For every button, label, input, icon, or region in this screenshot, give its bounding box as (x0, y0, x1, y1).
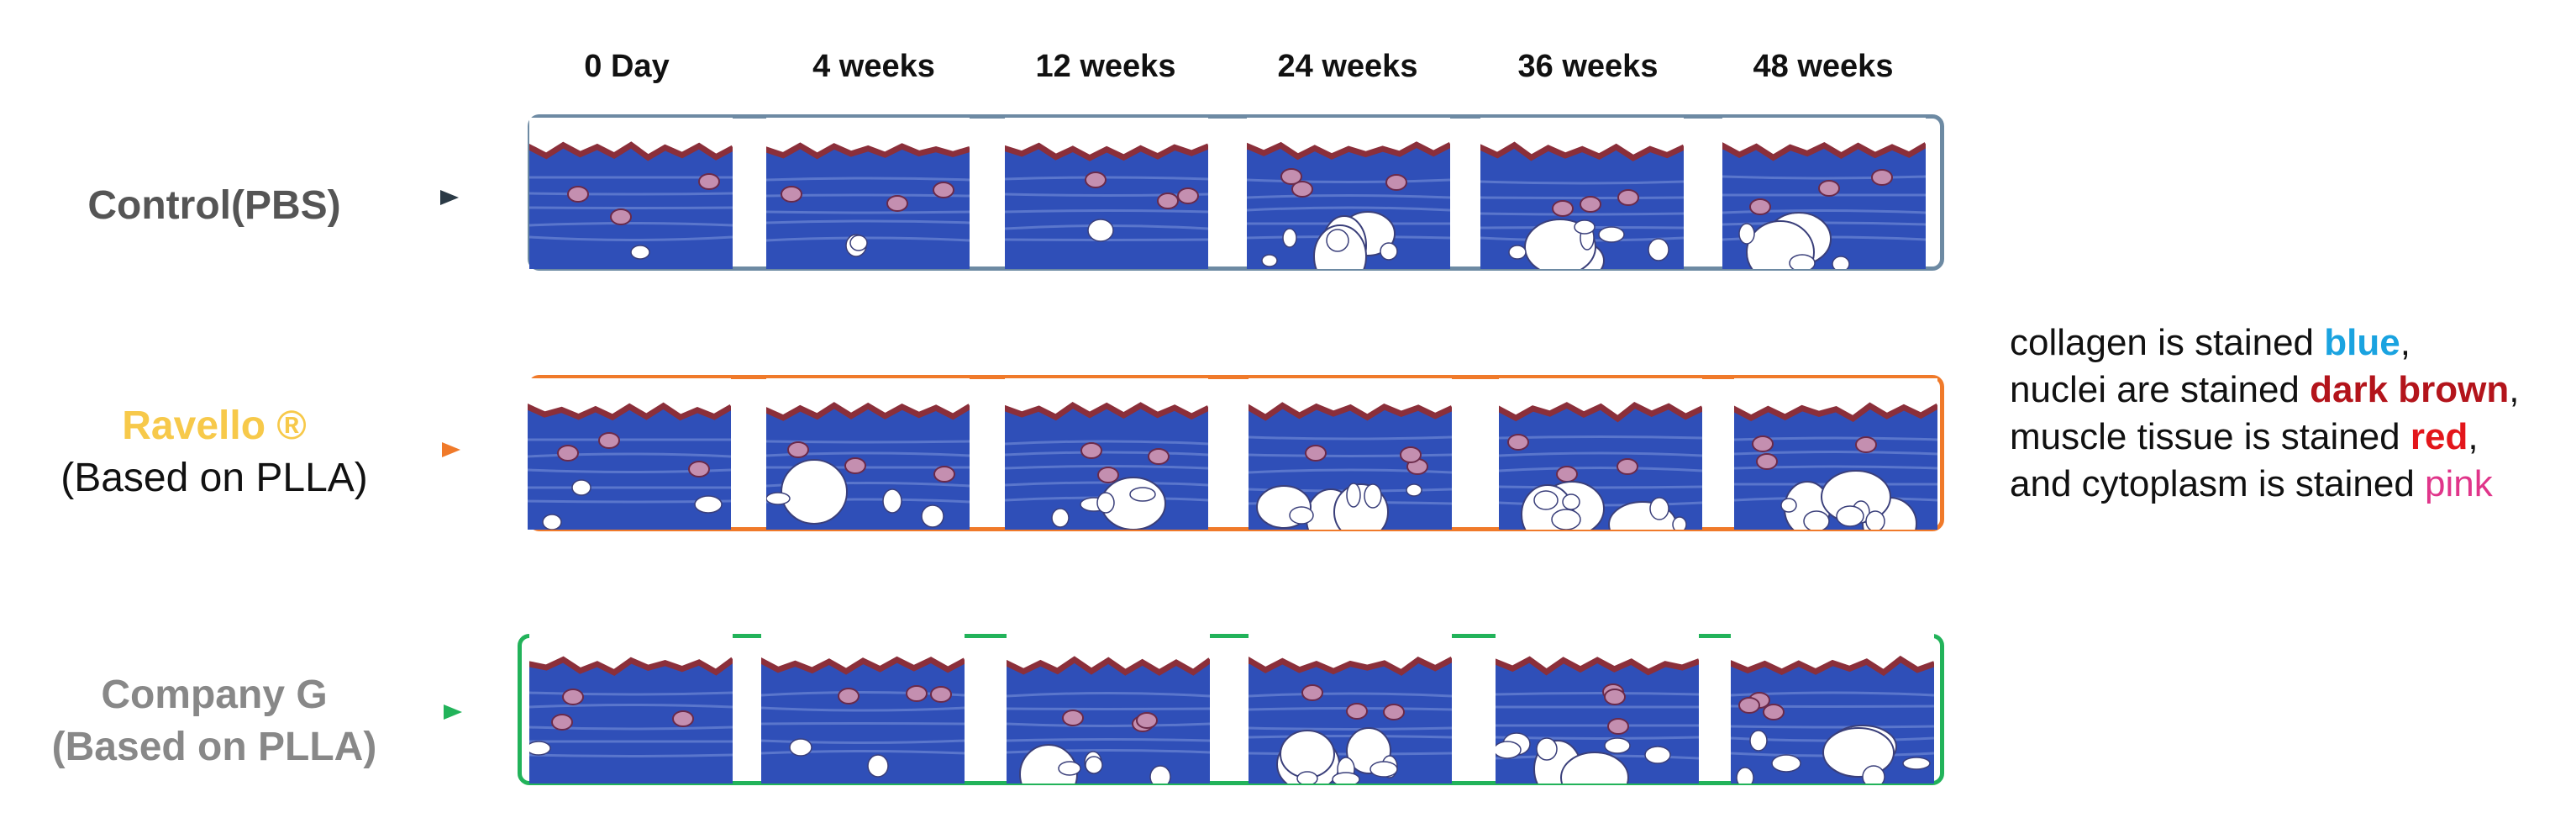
row-label-ravello: Ravello ® (Based on PLLA) (0, 400, 428, 504)
row-pointer-ravello (442, 442, 460, 457)
column-header-24-weeks: 24 weeks (1277, 49, 1418, 84)
row-frame-company-g (518, 634, 1944, 785)
legend-text: , (2400, 322, 2410, 363)
histology-tile (766, 378, 970, 530)
histology-tile (1247, 118, 1450, 269)
histology-tile (1249, 632, 1452, 784)
legend-highlight-pink: pink (2425, 463, 2493, 504)
column-header-12-weeks: 12 weeks (1035, 49, 1176, 84)
histology-tile (1731, 632, 1934, 784)
legend-text: and cytoplasm is stained (2010, 463, 2426, 504)
legend-highlight-blue: blue (2324, 322, 2400, 363)
legend-text: , (2468, 416, 2479, 457)
row-label-control: Control(PBS) (0, 180, 428, 232)
row-label-control-name: Control(PBS) (87, 183, 341, 228)
histology-tile (1734, 378, 1937, 530)
legend-text: nuclei are stained (2010, 369, 2311, 410)
row-frame-ravello (528, 375, 1944, 531)
histology-tile (1496, 632, 1699, 784)
legend-text: , (2509, 369, 2520, 410)
row-label-ravello-name: Ravello ® (122, 404, 307, 448)
histology-tile (1005, 378, 1208, 530)
legend-text: muscle tissue is stained (2010, 416, 2410, 457)
legend-highlight-dark-brown: dark brown (2310, 369, 2510, 410)
histology-tile (761, 632, 965, 784)
histology-tile (528, 378, 731, 530)
row-pointer-control (440, 190, 459, 205)
column-header-0-day: 0 Day (584, 49, 670, 84)
legend-highlight-red: red (2410, 416, 2468, 457)
legend-text: collagen is stained (2010, 322, 2325, 363)
row-label-company-g-name: Company G (101, 673, 328, 717)
histology-tile (1480, 118, 1684, 269)
legend-line-muscle: muscle tissue is stained red, (2010, 414, 2520, 461)
column-header-48-weeks: 48 weeks (1753, 49, 1894, 84)
legend-line-nuclei: nuclei are stained dark brown, (2010, 367, 2520, 414)
row-label-company-g: Company G (Based on PLLA) (0, 669, 428, 773)
stain-legend: collagen is stained blue, nuclei are sta… (2010, 319, 2520, 508)
histology-tile (1005, 118, 1208, 269)
row-pointer-company-g (444, 704, 462, 720)
histology-tile (1007, 632, 1210, 784)
histology-tile (529, 632, 733, 784)
row-label-ravello-sub: (Based on PLLA) (60, 456, 368, 500)
histology-tile (766, 118, 970, 269)
legend-line-collagen: collagen is stained blue, (2010, 319, 2520, 367)
histology-tile (1249, 378, 1452, 530)
histology-tile (1499, 378, 1702, 530)
histology-tile (529, 118, 733, 269)
column-header-4-weeks: 4 weeks (812, 49, 935, 84)
legend-line-cytoplasm: and cytoplasm is stained pink (2010, 461, 2520, 508)
column-header-36-weeks: 36 weeks (1517, 49, 1659, 84)
histology-tile (1722, 118, 1926, 269)
row-label-company-g-sub: (Based on PLLA) (51, 725, 377, 769)
